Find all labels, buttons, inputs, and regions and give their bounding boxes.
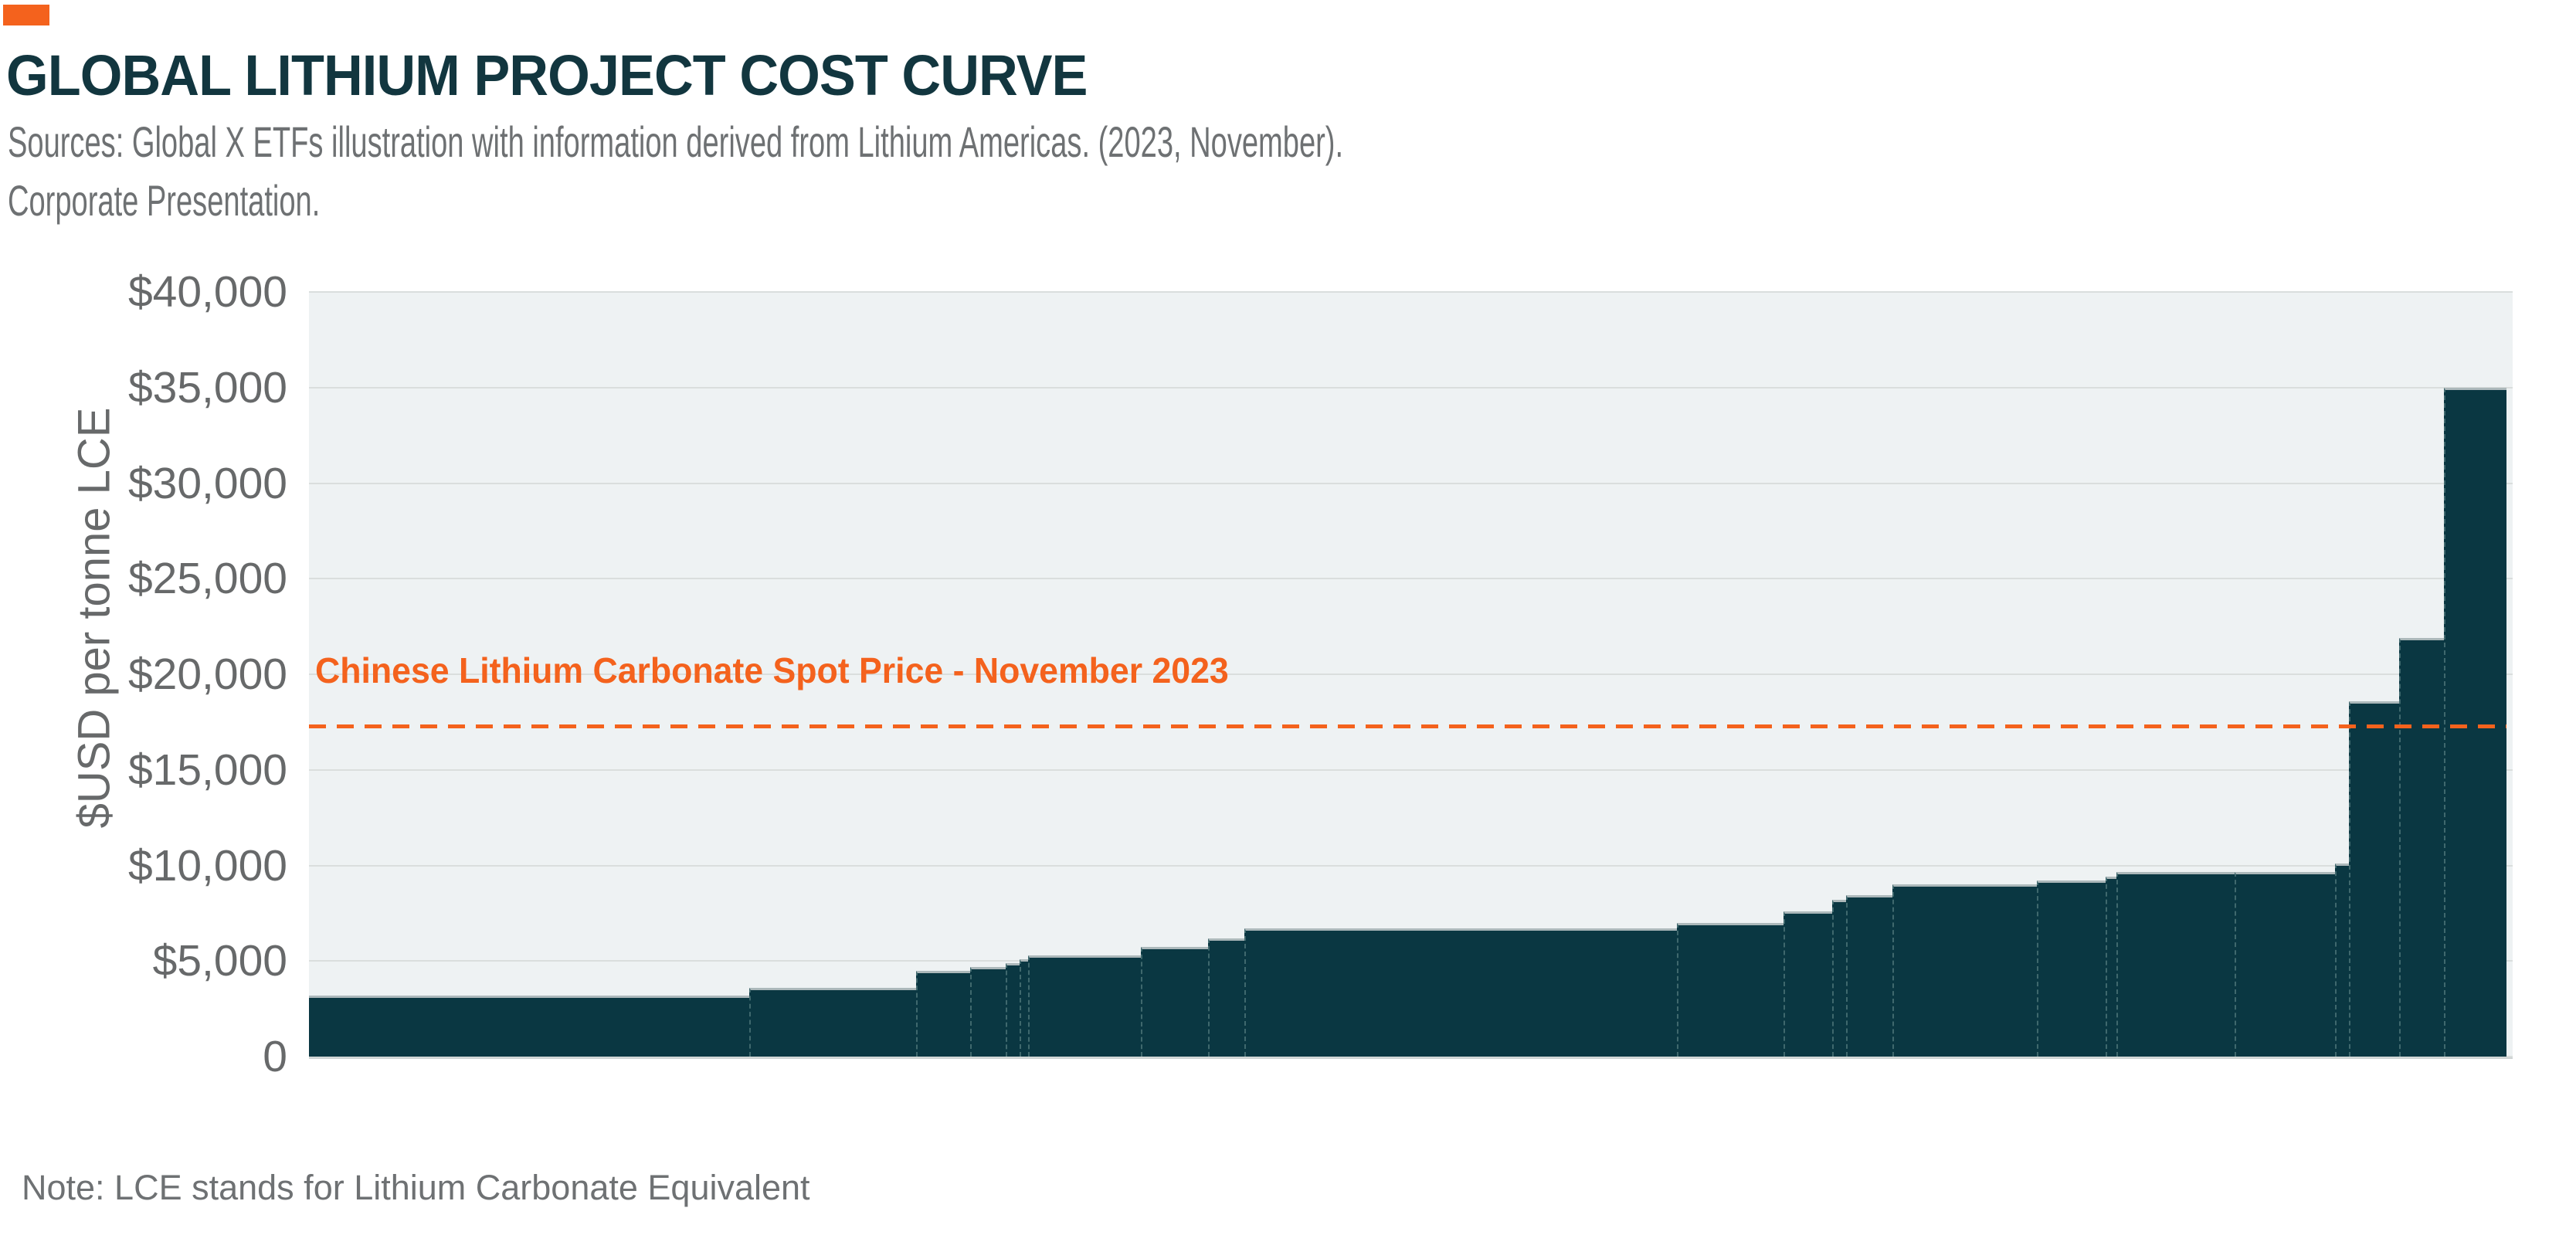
cost-bar-1 bbox=[309, 995, 749, 1057]
cost-bar-5 bbox=[1005, 962, 1020, 1057]
cost-bar-18 bbox=[2116, 872, 2235, 1057]
cost-bar-20 bbox=[2334, 863, 2349, 1057]
y-tick-label-0: 0 bbox=[263, 1032, 287, 1081]
cost-bar-22 bbox=[2398, 637, 2444, 1057]
cost-bar-2 bbox=[748, 987, 916, 1057]
cost-bar-15 bbox=[1892, 884, 2037, 1057]
cost-bar-14 bbox=[1845, 894, 1892, 1057]
y-tick-label-5000: $5,000 bbox=[152, 936, 287, 986]
spot-price-reference-line bbox=[309, 724, 2506, 729]
y-tick-label-20000: $20,000 bbox=[127, 650, 287, 699]
cost-bar-7 bbox=[1027, 955, 1141, 1057]
cost-bars-series bbox=[309, 292, 2506, 1057]
gridline-20000 bbox=[309, 673, 2513, 675]
cost-bar-13 bbox=[1831, 900, 1846, 1057]
gridline-35000 bbox=[309, 386, 2513, 388]
cost-bar-21 bbox=[2348, 701, 2399, 1057]
cost-bar-19 bbox=[2234, 872, 2335, 1057]
source-citation: Sources: Global X ETFs illustration with… bbox=[8, 113, 1343, 230]
gridline-10000 bbox=[309, 864, 2513, 867]
source-line-1: Sources: Global X ETFs illustration with… bbox=[8, 117, 1344, 166]
y-tick-label-25000: $25,000 bbox=[127, 554, 287, 604]
cost-bar-17 bbox=[2105, 877, 2116, 1057]
y-tick-label-40000: $40,000 bbox=[127, 267, 287, 317]
cost-bar-6 bbox=[1019, 958, 1028, 1057]
cost-bar-12 bbox=[1783, 911, 1832, 1057]
cost-bar-9 bbox=[1207, 938, 1244, 1057]
cost-bar-4 bbox=[969, 966, 1006, 1057]
cost-bar-16 bbox=[2036, 880, 2106, 1057]
y-tick-label-35000: $35,000 bbox=[127, 362, 287, 412]
y-tick-label-15000: $15,000 bbox=[127, 745, 287, 795]
cost-bar-10 bbox=[1244, 928, 1677, 1057]
y-axis-tick-labels: $40,000 $35,000 $30,000 $25,000 $20,000 $15,0… bbox=[0, 267, 287, 1081]
chart-plot-area: Chinese Lithium Carbonate Spot Price - N… bbox=[309, 291, 2513, 1059]
spot-price-reference-label: Chinese Lithium Carbonate Spot Price - N… bbox=[315, 650, 1229, 691]
brand-accent-bar bbox=[3, 5, 49, 25]
gridline-25000 bbox=[309, 578, 2513, 580]
cost-bar-11 bbox=[1676, 922, 1784, 1057]
x-axis-baseline bbox=[309, 1056, 2513, 1059]
cost-bar-8 bbox=[1140, 946, 1208, 1057]
gridline-15000 bbox=[309, 768, 2513, 771]
y-tick-label-30000: $30,000 bbox=[127, 458, 287, 508]
gridline-30000 bbox=[309, 482, 2513, 484]
cost-bar-3 bbox=[915, 970, 970, 1057]
page-title: GLOBAL LITHIUM PROJECT COST CURVE bbox=[6, 43, 1088, 107]
gridline-0 bbox=[309, 1056, 2513, 1057]
cost-bar-23 bbox=[2443, 387, 2506, 1057]
source-line-2: Corporate Presentation. bbox=[8, 176, 321, 225]
footnote: Note: LCE stands for Lithium Carbonate E… bbox=[22, 1168, 810, 1207]
y-tick-label-10000: $10,000 bbox=[127, 840, 287, 891]
gridline-40000 bbox=[309, 291, 2513, 293]
